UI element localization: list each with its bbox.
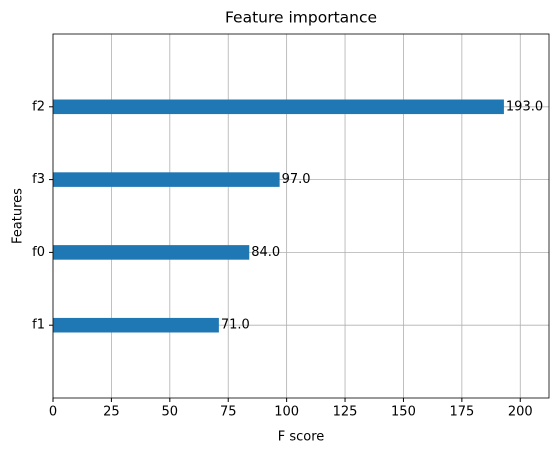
bar <box>53 245 250 260</box>
chart-title: Feature importance <box>225 9 377 27</box>
plot-frame <box>52 33 550 399</box>
x-tick-label: 150 <box>391 405 416 420</box>
y-tick-label: f2 <box>32 99 45 114</box>
x-tick-label: 175 <box>449 405 474 420</box>
value-label: 84.0 <box>251 245 280 260</box>
x-tick-label: 25 <box>103 405 120 420</box>
y-tick-label: f0 <box>32 245 45 260</box>
x-tick-label: 100 <box>274 405 299 420</box>
bar <box>53 317 219 333</box>
x-axis-label: F score <box>278 430 325 445</box>
x-tick-label: 200 <box>508 405 533 420</box>
y-tick-label: f3 <box>32 172 45 187</box>
value-label: 71.0 <box>221 318 250 333</box>
y-axis-label: Features <box>11 188 26 244</box>
x-tick-label: 0 <box>49 405 57 420</box>
x-tick-label: 125 <box>333 405 358 420</box>
x-tick-label: 75 <box>220 405 237 420</box>
bar <box>53 172 280 187</box>
bar <box>53 99 504 115</box>
value-label: 193.0 <box>506 99 543 114</box>
y-tick-label: f1 <box>32 318 45 333</box>
x-tick-label: 50 <box>162 405 179 420</box>
value-label: 97.0 <box>282 172 311 187</box>
